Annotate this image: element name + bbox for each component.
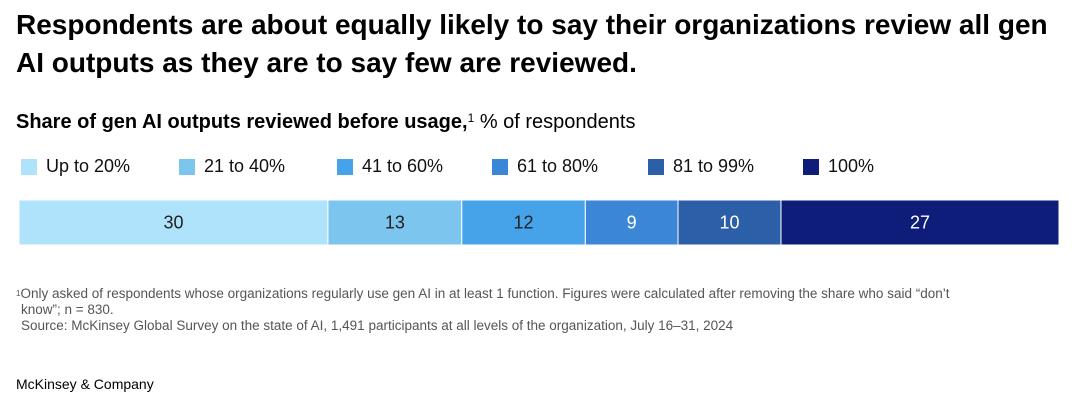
- bar-segment-2: [327, 199, 463, 246]
- bar-value-label-4: 9: [627, 213, 637, 233]
- legend-label: 61 to 80%: [517, 156, 599, 176]
- legend-swatch: [337, 158, 353, 175]
- source-note: Source: McKinsey Global Survey on the st…: [21, 318, 734, 333]
- legend-label: 81 to 99%: [673, 156, 755, 176]
- footnote-marker: 1: [16, 289, 21, 298]
- subtitle-bold: Share of gen AI outputs reviewed before …: [16, 111, 468, 133]
- chart-subtitle: Share of gen AI outputs reviewed before …: [16, 109, 635, 135]
- legend-item-21-to-40: 21 to 40%: [179, 156, 285, 177]
- legend-item-up-to-20: Up to 20%: [21, 156, 130, 177]
- legend-item-41-to-60: 41 to 60%: [337, 156, 443, 177]
- bar-value-label-6: 27: [910, 213, 930, 233]
- brand-logo-text: McKinsey & Company: [16, 376, 154, 392]
- legend-swatch: [803, 158, 819, 175]
- footnote-text-continued: know”; n = 830.: [21, 302, 114, 317]
- legend-swatch: [492, 158, 508, 175]
- legend-swatch: [21, 158, 37, 175]
- bar-value-label-3: 12: [514, 213, 534, 233]
- subtitle-footnote-marker: 1: [467, 111, 475, 125]
- legend-label: 41 to 60%: [362, 156, 444, 176]
- footnote: 1Only asked of respondents whose organiz…: [16, 286, 1056, 334]
- bar-value-label-2: 13: [385, 213, 405, 233]
- bar-value-label-1: 30: [163, 213, 183, 233]
- headline: Respondents are about equally likely to …: [16, 9, 1048, 78]
- legend-item-61-to-80: 61 to 80%: [492, 156, 598, 177]
- bar-value-label-5: 10: [719, 213, 739, 233]
- legend-swatch: [648, 158, 664, 175]
- bar-segment-1: [18, 199, 329, 246]
- subtitle-unit: % of respondents: [474, 111, 636, 133]
- legend-label: 100%: [828, 156, 875, 176]
- legend-item-100: 100%: [803, 156, 874, 177]
- bar-segment-3: [461, 199, 586, 246]
- legend-item-81-to-99: 81 to 99%: [648, 156, 754, 177]
- legend-label: 21 to 40%: [204, 156, 286, 176]
- footnote-text: Only asked of respondents whose organiza…: [20, 286, 950, 301]
- legend-label: Up to 20%: [46, 156, 131, 176]
- stacked-bar-chart: 30 13 12 9 10 27: [18, 199, 1060, 246]
- legend-swatch: [179, 158, 195, 175]
- bar-segment-6: [780, 199, 1060, 246]
